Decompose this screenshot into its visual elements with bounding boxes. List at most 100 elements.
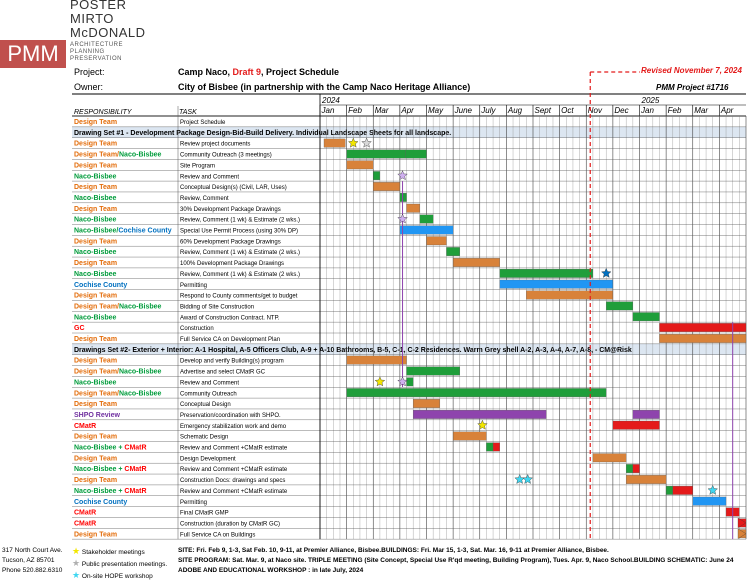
gantt-bar (399, 192, 407, 202)
month-label: Mar (375, 106, 389, 115)
task-label: Final CMatR GMP (180, 511, 229, 517)
marker-legend: ★ Stakeholder meetings ★ Public presenta… (72, 546, 168, 580)
firm-name-line-2: MIRTO (70, 11, 114, 26)
gantt-bar (692, 496, 727, 506)
month-label: June (454, 106, 473, 115)
task-label: Special Use Permit Process (using 30% DP… (180, 229, 298, 235)
task-label: Bidding of Site Construction (180, 304, 254, 310)
firm-logo: PMM (0, 40, 66, 68)
gantt-bar (452, 258, 500, 267)
month-label: Jan (640, 106, 654, 115)
responsibility-label: Cochise County (74, 499, 127, 506)
responsibility-label: Design Team (74, 119, 117, 126)
gantt-bar (373, 171, 381, 181)
task-label: Project Schedule (180, 120, 226, 126)
milestone-star-icon (477, 419, 488, 430)
task-label: 100% Development Package Drawings (180, 261, 284, 267)
gantt-bar (592, 453, 627, 463)
gantt-bar (486, 442, 494, 452)
task-label: Permitting (180, 500, 207, 506)
task-label: Conceptual Design(s) (Civil, LAR, Uses) (180, 185, 287, 191)
project-label: Project: (74, 67, 105, 77)
responsibility-label: CMatR (74, 423, 96, 430)
responsibility-label: Design Team (74, 260, 117, 267)
gantt-bar (406, 377, 414, 387)
gantt-bar (626, 464, 633, 473)
task-label: Schematic Design (180, 435, 228, 441)
task-label: Review, Comment (1 wk) & Estimate (2 wks… (180, 250, 300, 256)
responsibility-label: CMatR (74, 520, 96, 527)
task-label: Advertise and select CMatR GC (180, 370, 266, 376)
gantt-bar (346, 388, 607, 398)
gantt-bar (413, 399, 440, 408)
responsibility-label: Design Team (74, 293, 117, 300)
firm-name-line-3: McDONALD (70, 25, 146, 40)
responsibility-header: RESPONSIBILITY (74, 109, 133, 116)
responsibility-label: Design Team (74, 531, 117, 538)
task-label: Construction (duration by CMatR GC) (180, 521, 280, 527)
workshop-star-icon: ★ (72, 570, 81, 580)
gantt-bar (492, 442, 500, 452)
responsibility-label: Naco-Bisbee + CMatR (74, 445, 147, 452)
month-label: Dec (614, 106, 628, 115)
section-title: Drawing Set #1 - Development Package Des… (74, 130, 451, 137)
owner-value: City of Bisbee (in partnership with the … (178, 82, 471, 92)
task-label: Review and Comment +CMatR estimate (180, 446, 288, 452)
month-label: Nov (588, 106, 603, 115)
section-title: Drawings Set #2- Exterior + Interior: A-… (74, 347, 632, 354)
gantt-bar (526, 290, 614, 300)
responsibility-label: Naco-Bisbee + CMatR (74, 466, 147, 473)
public-star-icon: ★ (72, 558, 81, 568)
responsibility-label: Design Team (74, 336, 117, 343)
task-label: Review, Comment (1 wk) & Estimate (2 wks… (180, 272, 300, 278)
task-header: TASK (179, 109, 197, 116)
task-label: Community Outreach (3 meetings) (180, 153, 272, 159)
gantt-bar (452, 431, 487, 441)
continuation-arrow-icon (737, 528, 747, 539)
task-label: Full Service CA on Buildings (180, 532, 255, 538)
year-label-2025: 2025 (641, 96, 660, 105)
month-label: Feb (668, 106, 682, 115)
task-label: Emergency stabilization work and demo (180, 424, 287, 430)
responsibility-label: Design Team/Naco-Bisbee (74, 303, 162, 310)
milestone-star-icon (522, 473, 533, 484)
gantt-bar (665, 485, 673, 495)
gantt-bar (426, 236, 447, 246)
task-label: Review, Comment (180, 196, 229, 202)
month-label: Feb (348, 106, 362, 115)
task-label: Review and Comment (180, 380, 239, 386)
gantt-bar (632, 464, 640, 473)
responsibility-label: Design Team (74, 455, 117, 462)
month-label: Mar (694, 106, 708, 115)
responsibility-label: Naco-Bisbee (74, 173, 117, 180)
gantt-bar (632, 312, 660, 322)
responsibility-label: Design Team (74, 162, 117, 169)
responsibility-label: Naco-Bisbee (74, 249, 117, 256)
responsibility-label: Design Team/Naco-Bisbee (74, 152, 162, 159)
gantt-bar (499, 279, 614, 289)
milestone-star-icon (374, 376, 386, 387)
responsibility-label: Naco-Bisbee/Cochise County (74, 228, 172, 235)
gantt-bar (346, 355, 407, 365)
responsibility-label: Naco-Bisbee (74, 379, 117, 386)
task-label: Full Service CA on Development Plan (180, 337, 280, 343)
task-label: Award of Construction Contract. NTP. (180, 315, 280, 321)
stakeholder-star-icon: ★ (72, 546, 81, 556)
gantt-bar (346, 149, 406, 159)
responsibility-label: Design Team (74, 358, 117, 365)
month-label: Apr (720, 106, 734, 115)
task-label: Construction (180, 326, 214, 332)
gantt-bar (413, 409, 547, 419)
gantt-bar (612, 420, 660, 430)
milestone-star-icon (397, 376, 408, 387)
responsibility-label: Design Team (74, 401, 117, 408)
milestone-star-icon (348, 137, 359, 148)
owner-label: Owner: (74, 82, 104, 92)
gantt-bar (346, 160, 374, 170)
responsibility-label: Naco-Bisbee (74, 195, 117, 202)
milestone-star-icon (707, 484, 718, 495)
task-label: Site Program (180, 163, 215, 169)
milestone-star-icon (601, 267, 612, 278)
task-label: 60% Development Package Drawings (180, 239, 281, 245)
